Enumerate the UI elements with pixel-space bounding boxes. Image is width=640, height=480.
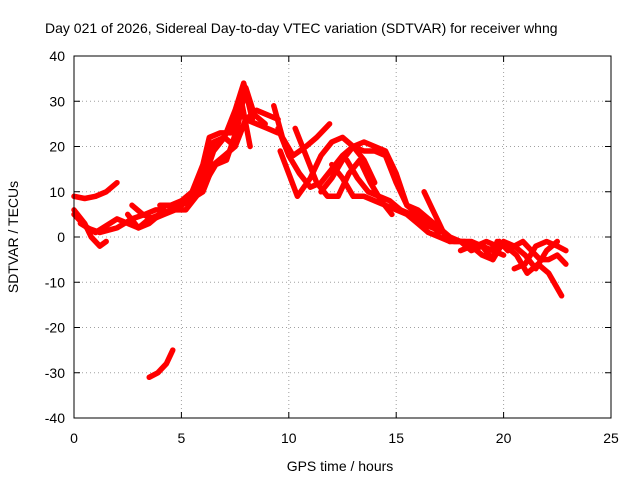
y-tick-label: -40 <box>45 410 65 426</box>
x-tick-label: 10 <box>281 430 297 446</box>
data-series-track-20 <box>490 238 569 267</box>
data-series-track-15 <box>329 161 453 245</box>
x-tick-label: 25 <box>603 430 619 446</box>
x-axis-label: GPS time / hours <box>287 458 394 474</box>
data-series-track-21 <box>511 238 569 272</box>
data-series-track-9 <box>146 347 176 381</box>
x-tick-label: 15 <box>388 430 404 446</box>
y-tick-label: 30 <box>49 93 65 109</box>
y-tick-label: 40 <box>49 48 65 64</box>
data-series-track-17 <box>421 189 449 240</box>
grid-lines <box>74 56 611 418</box>
data-traces <box>71 80 569 381</box>
axis-ticks <box>73 55 612 419</box>
y-axis-label: SDTVAR / TECUs <box>5 181 21 293</box>
y-tick-label: 20 <box>49 139 65 155</box>
y-tick-label: 0 <box>57 229 65 245</box>
y-tick-label: -30 <box>45 365 65 381</box>
x-tick-label: 5 <box>178 430 186 446</box>
data-series-track-7 <box>157 98 253 209</box>
x-tick-label: 0 <box>70 430 78 446</box>
y-tick-labels: -40 -30 -20 -10 0 10 20 30 40 <box>45 48 65 426</box>
data-series-track-8 <box>170 84 268 213</box>
x-tick-label: 20 <box>496 430 512 446</box>
data-series-track-12 <box>277 134 378 200</box>
x-tick-labels: 0 5 10 15 20 25 <box>70 430 619 446</box>
chart-title: Day 021 of 2026, Sidereal Day-to-day VTE… <box>45 20 558 36</box>
y-tick-label: -10 <box>45 274 65 290</box>
y-tick-label: 10 <box>49 184 65 200</box>
data-series-track-6 <box>129 116 281 222</box>
y-tick-label: -20 <box>45 320 65 336</box>
data-series-track-1 <box>71 179 120 202</box>
